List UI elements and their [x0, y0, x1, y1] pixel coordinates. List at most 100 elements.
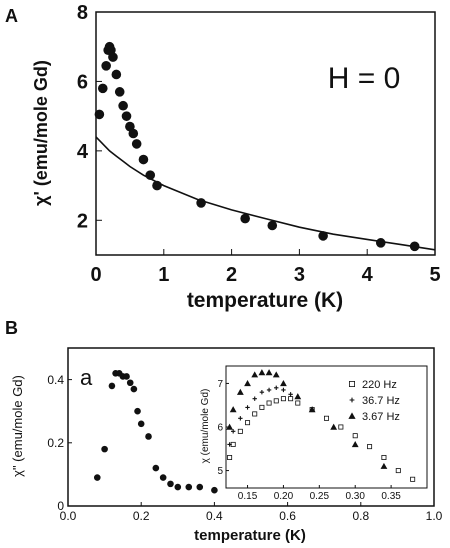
y-tick-label: 8 — [77, 2, 88, 24]
x-tick-label: 0.20 — [274, 491, 294, 502]
x-tick-label: 0.15 — [238, 491, 258, 502]
data-point — [318, 231, 328, 241]
inset-data-point — [338, 424, 344, 430]
inset-data-point — [245, 405, 250, 410]
inset-data-point — [330, 423, 338, 430]
panel-b-label: B — [5, 318, 18, 338]
legend-label: 220 Hz — [362, 379, 397, 391]
y-tick-label: 7 — [217, 379, 223, 390]
y-tick-label: 6 — [77, 71, 88, 93]
inset-data-point — [323, 415, 329, 421]
inset-data-point — [265, 369, 273, 376]
inset-series — [226, 369, 416, 482]
x-tick-label: 0.35 — [381, 491, 401, 502]
data-point — [101, 61, 111, 71]
inset-data-point — [288, 396, 294, 402]
x-tick-label: 0.8 — [352, 509, 369, 523]
inset-data-point — [351, 441, 359, 448]
inset-data-point — [280, 380, 287, 387]
x-tick-label: 0.6 — [279, 509, 296, 523]
panel-b-y-axis-label: χ" (emu/mole Gd) — [10, 375, 25, 477]
data-point — [121, 111, 132, 121]
data-point — [185, 483, 193, 491]
panel-a-label: A — [5, 6, 18, 26]
panel-b-x-ticks: 0.0 0.2 0.4 0.6 0.8 1.0 — [60, 502, 443, 523]
inset-data-point — [281, 387, 286, 393]
y-tick-label: 0.4 — [47, 373, 64, 387]
inset-data-point — [259, 389, 265, 395]
inset-y-axis-label: χ (emu/mole Gd) — [200, 389, 211, 464]
y-tick-label: 0.2 — [47, 436, 64, 450]
inset-data-point — [294, 393, 302, 400]
panel-a: A H = 0 0 1 2 3 4 5 2 4 6 8 temperature (K) χ' (… — [5, 2, 441, 312]
panel-a-field-annotation: H = 0 — [328, 62, 401, 95]
inset-data-point — [258, 369, 266, 376]
panel-a-y-axis-label: χ' (emu/mole Gd) — [31, 60, 51, 206]
inset-data-point — [381, 454, 387, 460]
panel-b-inset: χ (emu/mole Gd) 0.15 0.20 0.25 0.30 0.35 5 6 7… — [200, 365, 428, 502]
inset-data-point — [237, 428, 243, 434]
x-tick-label: 0.4 — [206, 509, 223, 523]
data-point — [196, 483, 204, 491]
inset-data-point — [273, 398, 279, 404]
panel-b-y-ticks: 0 0.2 0.4 — [47, 373, 72, 513]
data-point — [131, 139, 142, 149]
inset-data-point — [252, 396, 257, 401]
inset-data-point — [230, 429, 236, 434]
panel-b: B a 0.0 0.2 0.4 0.6 0.8 1.0 0 0.2 0.4 temperatu… — [5, 318, 443, 544]
data-point — [97, 83, 108, 94]
inset-data-point — [288, 392, 293, 397]
panel-a-plot-frame — [95, 11, 436, 256]
x-tick-label: 0 — [90, 264, 101, 286]
inset-data-point — [410, 476, 416, 482]
inset-data-point — [395, 468, 401, 474]
data-point — [126, 379, 134, 387]
panel-b-sub-label: a — [80, 365, 93, 390]
data-point — [152, 464, 160, 472]
inset-data-point — [380, 462, 388, 469]
x-tick-label: 0.2 — [133, 509, 150, 523]
inset-data-point — [272, 371, 280, 378]
y-tick-label: 2 — [77, 210, 88, 232]
inset-data-point — [226, 423, 233, 430]
data-point — [167, 480, 174, 488]
x-tick-label: 0.25 — [310, 491, 330, 502]
data-point — [118, 100, 128, 111]
inset-data-point — [352, 433, 358, 439]
x-tick-label: 3 — [294, 264, 305, 286]
legend-label: 3.67 Hz — [362, 411, 400, 423]
inset-data-point — [252, 411, 258, 417]
inset-data-point — [227, 454, 233, 460]
inset-data-point — [244, 380, 251, 387]
data-point — [375, 238, 386, 248]
inset-data-point — [238, 416, 243, 421]
panel-a-series — [94, 41, 436, 252]
inset-data-point — [266, 400, 272, 406]
inset-data-point — [229, 406, 237, 413]
inset-data-point — [259, 404, 265, 410]
panel-b-x-axis-label: temperature (K) — [194, 527, 306, 544]
data-point — [137, 420, 145, 428]
inset-data-point — [245, 420, 251, 426]
data-point — [196, 198, 206, 208]
panel-b-series — [93, 369, 218, 494]
x-tick-label: 4 — [362, 264, 374, 286]
data-point — [111, 69, 122, 80]
data-point — [108, 382, 116, 390]
legend-marker — [348, 412, 356, 419]
x-tick-label: 0.30 — [345, 491, 365, 502]
inset-legend: 220 Hz 36.7 Hz 3.67 Hz — [348, 379, 400, 423]
data-point — [240, 213, 250, 224]
data-point — [174, 483, 182, 491]
data-point — [409, 241, 420, 252]
inset-x-ticks: 0.15 0.20 0.25 0.30 0.35 — [238, 485, 401, 502]
data-point — [123, 373, 130, 380]
data-point — [145, 433, 152, 440]
x-tick-label: 2 — [226, 264, 237, 286]
inset-data-point — [367, 444, 373, 450]
y-tick-label: 4 — [77, 141, 89, 163]
inset-data-point — [274, 385, 279, 390]
data-point — [128, 128, 139, 139]
x-tick-label: 0.0 — [60, 509, 77, 523]
